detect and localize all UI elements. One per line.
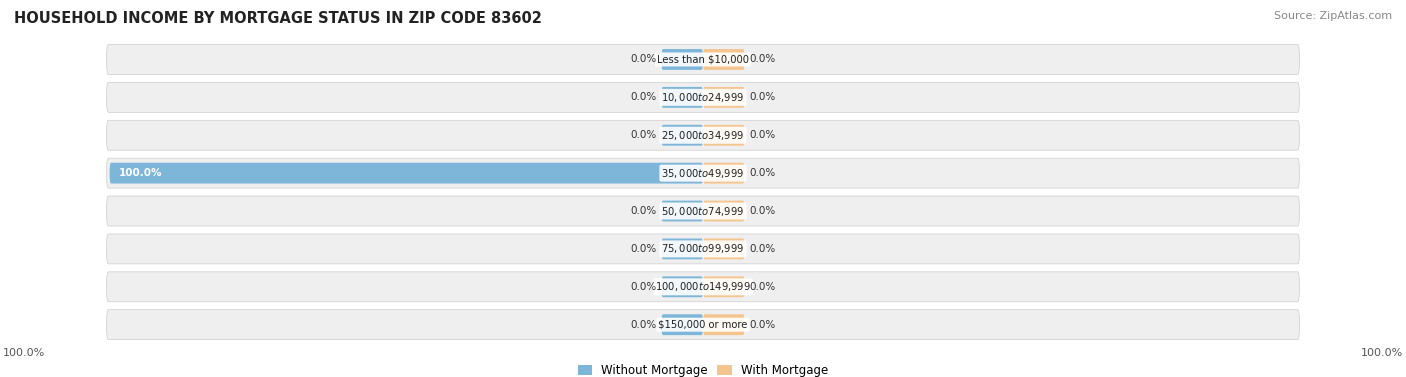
FancyBboxPatch shape [703, 201, 745, 221]
Text: 0.0%: 0.0% [749, 130, 776, 140]
Text: 0.0%: 0.0% [749, 206, 776, 216]
FancyBboxPatch shape [661, 125, 703, 146]
Text: 0.0%: 0.0% [630, 130, 657, 140]
Text: 0.0%: 0.0% [630, 320, 657, 330]
FancyBboxPatch shape [703, 314, 745, 335]
Text: 0.0%: 0.0% [749, 168, 776, 178]
FancyBboxPatch shape [703, 125, 745, 146]
FancyBboxPatch shape [703, 276, 745, 297]
FancyBboxPatch shape [703, 163, 745, 184]
FancyBboxPatch shape [107, 310, 1299, 340]
Text: 0.0%: 0.0% [630, 92, 657, 102]
FancyBboxPatch shape [107, 158, 1299, 188]
Text: 0.0%: 0.0% [749, 54, 776, 64]
Text: $150,000 or more: $150,000 or more [658, 320, 748, 330]
Legend: Without Mortgage, With Mortgage: Without Mortgage, With Mortgage [578, 364, 828, 377]
Text: 100.0%: 100.0% [1361, 348, 1403, 358]
FancyBboxPatch shape [107, 272, 1299, 302]
Text: Source: ZipAtlas.com: Source: ZipAtlas.com [1274, 11, 1392, 21]
Text: HOUSEHOLD INCOME BY MORTGAGE STATUS IN ZIP CODE 83602: HOUSEHOLD INCOME BY MORTGAGE STATUS IN Z… [14, 11, 541, 26]
FancyBboxPatch shape [703, 87, 745, 108]
FancyBboxPatch shape [107, 120, 1299, 150]
FancyBboxPatch shape [107, 196, 1299, 226]
FancyBboxPatch shape [107, 44, 1299, 74]
FancyBboxPatch shape [107, 234, 1299, 264]
Text: 100.0%: 100.0% [3, 348, 45, 358]
Text: 0.0%: 0.0% [630, 282, 657, 292]
Text: $35,000 to $49,999: $35,000 to $49,999 [661, 167, 745, 179]
FancyBboxPatch shape [661, 239, 703, 259]
Text: 0.0%: 0.0% [749, 320, 776, 330]
FancyBboxPatch shape [107, 83, 1299, 112]
FancyBboxPatch shape [661, 201, 703, 221]
Text: $25,000 to $34,999: $25,000 to $34,999 [661, 129, 745, 142]
FancyBboxPatch shape [703, 239, 745, 259]
Text: 100.0%: 100.0% [118, 168, 162, 178]
Text: 0.0%: 0.0% [630, 54, 657, 64]
Text: Less than $10,000: Less than $10,000 [657, 54, 749, 64]
Text: 0.0%: 0.0% [630, 206, 657, 216]
Text: 0.0%: 0.0% [749, 92, 776, 102]
Text: $75,000 to $99,999: $75,000 to $99,999 [661, 242, 745, 255]
FancyBboxPatch shape [661, 49, 703, 70]
FancyBboxPatch shape [661, 87, 703, 108]
FancyBboxPatch shape [703, 49, 745, 70]
Text: $50,000 to $74,999: $50,000 to $74,999 [661, 205, 745, 218]
FancyBboxPatch shape [661, 276, 703, 297]
Text: 0.0%: 0.0% [749, 244, 776, 254]
Text: 0.0%: 0.0% [749, 282, 776, 292]
Text: 0.0%: 0.0% [630, 244, 657, 254]
Text: $100,000 to $149,999: $100,000 to $149,999 [655, 280, 751, 293]
FancyBboxPatch shape [110, 163, 703, 184]
Text: $10,000 to $24,999: $10,000 to $24,999 [661, 91, 745, 104]
FancyBboxPatch shape [661, 314, 703, 335]
